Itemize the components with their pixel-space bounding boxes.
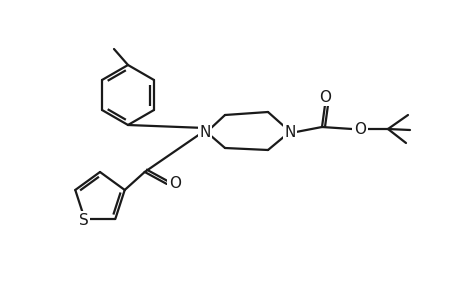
Text: O: O (318, 89, 330, 104)
Text: O: O (353, 122, 365, 136)
Text: N: N (199, 124, 210, 140)
Text: O: O (168, 176, 180, 191)
Text: S: S (78, 212, 89, 227)
Text: N: N (284, 124, 295, 140)
